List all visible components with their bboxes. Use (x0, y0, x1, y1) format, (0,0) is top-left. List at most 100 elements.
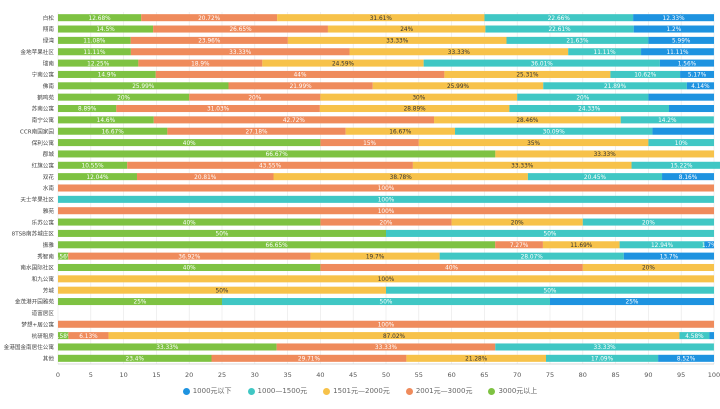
bar-segment[interactable] (582, 218, 714, 226)
bar-segment[interactable] (276, 343, 496, 351)
bar-segment[interactable] (641, 48, 714, 56)
bar-segment[interactable] (495, 343, 714, 351)
bar-segment[interactable] (116, 104, 320, 113)
bar-segment[interactable] (68, 252, 311, 260)
bar-segment[interactable] (58, 263, 321, 272)
bar-segment[interactable] (406, 354, 546, 362)
bar-segment[interactable] (228, 82, 373, 90)
bar-segment[interactable] (485, 25, 634, 33)
bar-segment[interactable] (130, 36, 288, 44)
bar-segment[interactable] (568, 48, 642, 56)
bar-segment[interactable] (58, 161, 128, 169)
bar-segment[interactable] (58, 343, 277, 351)
bar-segment[interactable] (130, 48, 350, 56)
bar-segment[interactable] (709, 332, 714, 340)
bar-segment[interactable] (287, 36, 507, 44)
bar-segment[interactable] (509, 104, 669, 113)
bar-segment[interactable] (349, 48, 569, 56)
bar-segment[interactable] (648, 139, 714, 147)
bar-segment[interactable] (277, 14, 485, 22)
bar-segment[interactable] (662, 173, 714, 181)
bar-segment[interactable] (141, 14, 278, 22)
bar-segment[interactable] (58, 320, 714, 328)
bar-segment[interactable] (610, 70, 681, 78)
bar-segment[interactable] (58, 59, 139, 67)
bar-segment[interactable] (455, 127, 653, 135)
bar-segment[interactable] (108, 332, 680, 340)
bar-segment[interactable] (153, 116, 435, 124)
bar-segment[interactable] (704, 241, 714, 249)
bar-segment[interactable] (451, 218, 583, 226)
bar-segment[interactable] (58, 82, 229, 90)
bar-segment[interactable] (345, 127, 456, 135)
bar-segment[interactable] (58, 70, 156, 78)
bar-segment[interactable] (444, 70, 611, 78)
bar-segment[interactable] (648, 36, 714, 44)
bar-segment[interactable] (495, 150, 714, 158)
bar-segment[interactable] (58, 229, 386, 237)
bar-segment[interactable] (542, 241, 620, 249)
bar-segment[interactable] (58, 286, 386, 294)
bar-segment[interactable] (679, 332, 710, 340)
bar-segment[interactable] (550, 298, 714, 306)
bar-segment[interactable] (658, 354, 714, 362)
bar-segment[interactable] (527, 173, 663, 181)
bar-segment[interactable] (386, 229, 714, 237)
bar-segment[interactable] (136, 173, 274, 181)
legend-item-2001-3000[interactable]: 2001元—3000元 (405, 386, 472, 396)
bar-segment[interactable] (153, 25, 328, 33)
bar-segment[interactable] (372, 82, 544, 90)
bar-segment[interactable] (545, 354, 659, 362)
bar-segment[interactable] (58, 150, 496, 158)
bar-segment[interactable] (189, 93, 321, 101)
bar-segment[interactable] (648, 93, 714, 101)
bar-segment[interactable] (633, 25, 714, 33)
bar-segment[interactable] (58, 241, 496, 249)
bar-segment[interactable] (320, 93, 518, 101)
bar-segment[interactable] (273, 173, 528, 181)
bar-segment[interactable] (58, 127, 168, 135)
bar-segment[interactable] (543, 82, 687, 90)
legend-item-1000-1500[interactable]: 1000—1500元 (247, 386, 307, 396)
bar-segment[interactable] (320, 218, 452, 226)
bar-segment[interactable] (668, 104, 714, 113)
bar-segment[interactable] (58, 104, 117, 113)
bar-segment[interactable] (58, 354, 212, 362)
bar-segment[interactable] (58, 298, 222, 306)
bar-segment[interactable] (495, 241, 543, 249)
bar-segment[interactable] (631, 161, 720, 169)
bar-segment[interactable] (434, 116, 621, 124)
bar-segment[interactable] (58, 195, 714, 203)
bar-segment[interactable] (58, 14, 142, 22)
legend-item-under-1000[interactable]: 1000元以下 (182, 386, 232, 396)
bar-segment[interactable] (58, 25, 154, 33)
bar-segment[interactable] (484, 14, 634, 22)
bar-segment[interactable] (517, 93, 649, 101)
bar-segment[interactable] (222, 298, 550, 306)
bar-segment[interactable] (58, 116, 154, 124)
bar-segment[interactable] (155, 70, 445, 78)
bar-segment[interactable] (58, 139, 321, 147)
bar-segment[interactable] (412, 161, 632, 169)
bar-segment[interactable] (633, 14, 714, 22)
bar-segment[interactable] (439, 252, 624, 260)
bar-segment[interactable] (58, 252, 69, 260)
bar-segment[interactable] (659, 59, 714, 67)
bar-segment[interactable] (167, 127, 346, 135)
bar-segment[interactable] (506, 36, 649, 44)
bar-segment[interactable] (310, 252, 440, 260)
bar-segment[interactable] (623, 252, 714, 260)
bar-segment[interactable] (327, 25, 486, 33)
bar-segment[interactable] (58, 332, 69, 340)
bar-segment[interactable] (58, 36, 131, 44)
bar-segment[interactable] (211, 354, 407, 362)
bar-segment[interactable] (320, 139, 419, 147)
bar-segment[interactable] (686, 82, 714, 90)
bar-segment[interactable] (58, 48, 131, 56)
legend-item-1501-2000[interactable]: 1501元—2000元 (323, 386, 390, 396)
legend-item-over-3000[interactable]: 3000元以上 (488, 386, 537, 396)
bar-segment[interactable] (619, 241, 705, 249)
bar-segment[interactable] (423, 59, 660, 67)
bar-segment[interactable] (138, 59, 263, 67)
bar-segment[interactable] (68, 332, 109, 340)
